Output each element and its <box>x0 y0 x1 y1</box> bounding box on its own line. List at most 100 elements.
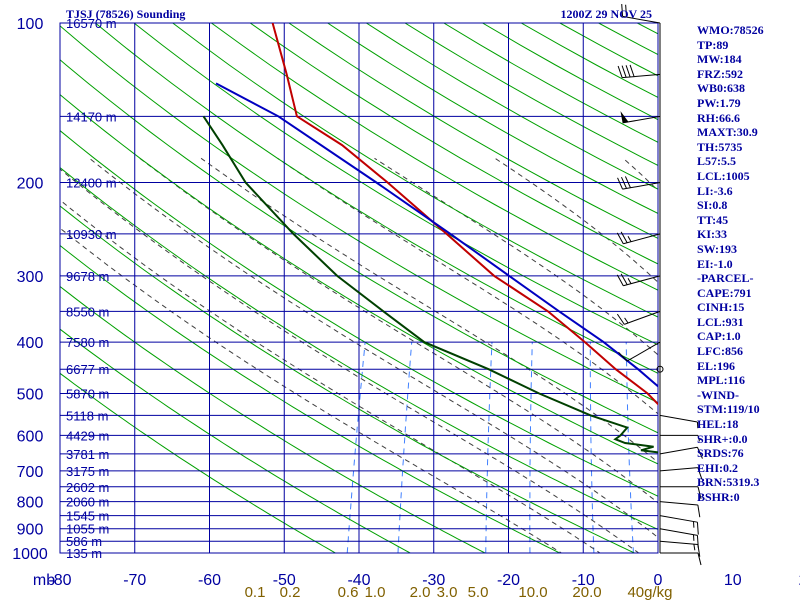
wind-barb <box>656 365 664 373</box>
dry-adiabat <box>211 23 658 291</box>
barb-flag <box>618 351 628 362</box>
index-line: TT:45 <box>697 212 729 227</box>
index-line: MW:184 <box>697 52 742 67</box>
temperature-tick-label: -60 <box>198 572 221 589</box>
height-label: 10930 m <box>66 227 117 242</box>
barb-flag <box>625 65 631 78</box>
barb-flag <box>624 176 631 188</box>
barb-shaft <box>623 275 661 287</box>
index-line: LCL:1005 <box>697 168 750 183</box>
barb-flag <box>696 522 699 535</box>
mixing-ratio-label: 1.0 <box>365 584 386 600</box>
barb-flag <box>696 447 703 459</box>
index-line: EHI:0.2 <box>697 460 739 475</box>
barb-flag <box>620 273 628 285</box>
barb-shaft <box>624 310 661 325</box>
barb-flag <box>617 65 623 78</box>
barb-flag <box>621 65 627 78</box>
index-line: SI:0.8 <box>697 198 728 213</box>
wind-barb <box>660 486 702 499</box>
mixing-ratio-line <box>397 342 413 553</box>
mixing-ratio-label: 3.0 <box>437 584 458 600</box>
height-label: 9678 m <box>66 269 109 284</box>
height-label: 16570 m <box>66 16 117 31</box>
mixing-ratio-label: 0.6 <box>338 584 359 600</box>
wind-barb <box>659 446 703 459</box>
index-line: CAP:1.0 <box>697 329 741 344</box>
moist-adiabat <box>139 157 658 504</box>
barb-shaft <box>622 73 661 79</box>
index-line: BSHR:0 <box>697 490 740 504</box>
index-line: HEL:18 <box>697 417 739 432</box>
index-line: L57:5.5 <box>697 154 736 169</box>
index-line: MAXT:30.9 <box>697 125 758 140</box>
temperature-profile <box>271 23 658 406</box>
barb-shaft <box>659 515 698 523</box>
moist-adiabat <box>60 168 640 553</box>
height-label: 1545 m <box>66 509 109 524</box>
pressure-temperature-grid <box>59 22 659 554</box>
barb-pennant <box>620 111 629 123</box>
moist-adiabat <box>200 157 658 463</box>
barb-half-flag <box>627 236 632 242</box>
height-label: 6677 m <box>66 362 109 377</box>
dry-adiabat <box>60 285 487 553</box>
wind-barb <box>616 310 661 325</box>
dry-adiabat <box>249 23 658 265</box>
height-label: 12400 m <box>66 176 117 191</box>
index-line: FRZ:592 <box>697 66 743 81</box>
height-label: 1055 m <box>66 522 109 537</box>
barb-shaft <box>659 528 698 536</box>
barb-shaft <box>659 446 698 455</box>
height-label: 4429 m <box>66 428 109 443</box>
mixing-ratio-label: 0.1 <box>245 584 266 600</box>
moist-adiabat <box>60 199 601 553</box>
temperature-tick-label: 10 <box>724 572 742 589</box>
moist-adiabat <box>277 157 658 415</box>
pressure-tick-label: 600 <box>17 428 44 445</box>
chart-subtitle: 1200Z 29 NOV 25 <box>561 7 652 21</box>
barb-shaft <box>626 341 661 362</box>
barb-shaft <box>659 501 698 506</box>
barb-flag <box>616 274 624 286</box>
index-line: TP:89 <box>697 37 729 52</box>
mixing-ratio-line <box>674 342 687 564</box>
barb-half-flag <box>693 544 696 551</box>
wind-barb <box>617 176 661 190</box>
pressure-tick-label: 700 <box>17 464 44 481</box>
height-label: 3175 m <box>66 464 109 479</box>
temperature-tick-label: -20 <box>497 572 520 589</box>
wind-barb <box>659 515 699 535</box>
barb-shaft <box>659 467 698 472</box>
index-line: -WIND- <box>697 387 739 402</box>
dry-adiabat <box>60 25 658 404</box>
barb-flag <box>697 504 701 518</box>
wind-barb <box>659 414 699 429</box>
dry-adiabat <box>60 129 658 497</box>
height-label: 2602 m <box>66 480 109 495</box>
barb-flag <box>697 486 702 499</box>
wind-barb <box>616 231 661 245</box>
barb-flag <box>696 535 699 548</box>
temperature-tick-label: 0 <box>654 572 663 589</box>
temperature-tick-label: 20 <box>799 572 800 589</box>
stability-indices-panel: WMO:78526 TP:89 MW:184 FRZ:592 WB0:638 PW:1.7… <box>697 23 800 505</box>
pressure-tick-label: 800 <box>17 495 44 512</box>
wind-barb <box>659 467 703 480</box>
wind-barb <box>616 273 661 287</box>
barb-flag <box>617 177 624 190</box>
dry-adiabat <box>60 372 337 553</box>
chart-title: TJSJ (78526) Sounding <box>66 7 185 21</box>
dewpoint-profile <box>202 115 658 454</box>
mixing-ratio-label: 40g/kg <box>627 584 672 600</box>
barb-half-flag <box>624 317 629 324</box>
wind-barb <box>659 501 701 518</box>
height-label: 2060 m <box>66 495 109 510</box>
index-line: EI:-1.0 <box>697 256 733 271</box>
index-line: KI:33 <box>697 227 727 242</box>
wind-barb <box>617 64 661 79</box>
barb-half-flag <box>627 277 632 284</box>
index-line: WMO:78526 <box>697 23 764 37</box>
temperature-tick-label: -10 <box>572 572 595 589</box>
